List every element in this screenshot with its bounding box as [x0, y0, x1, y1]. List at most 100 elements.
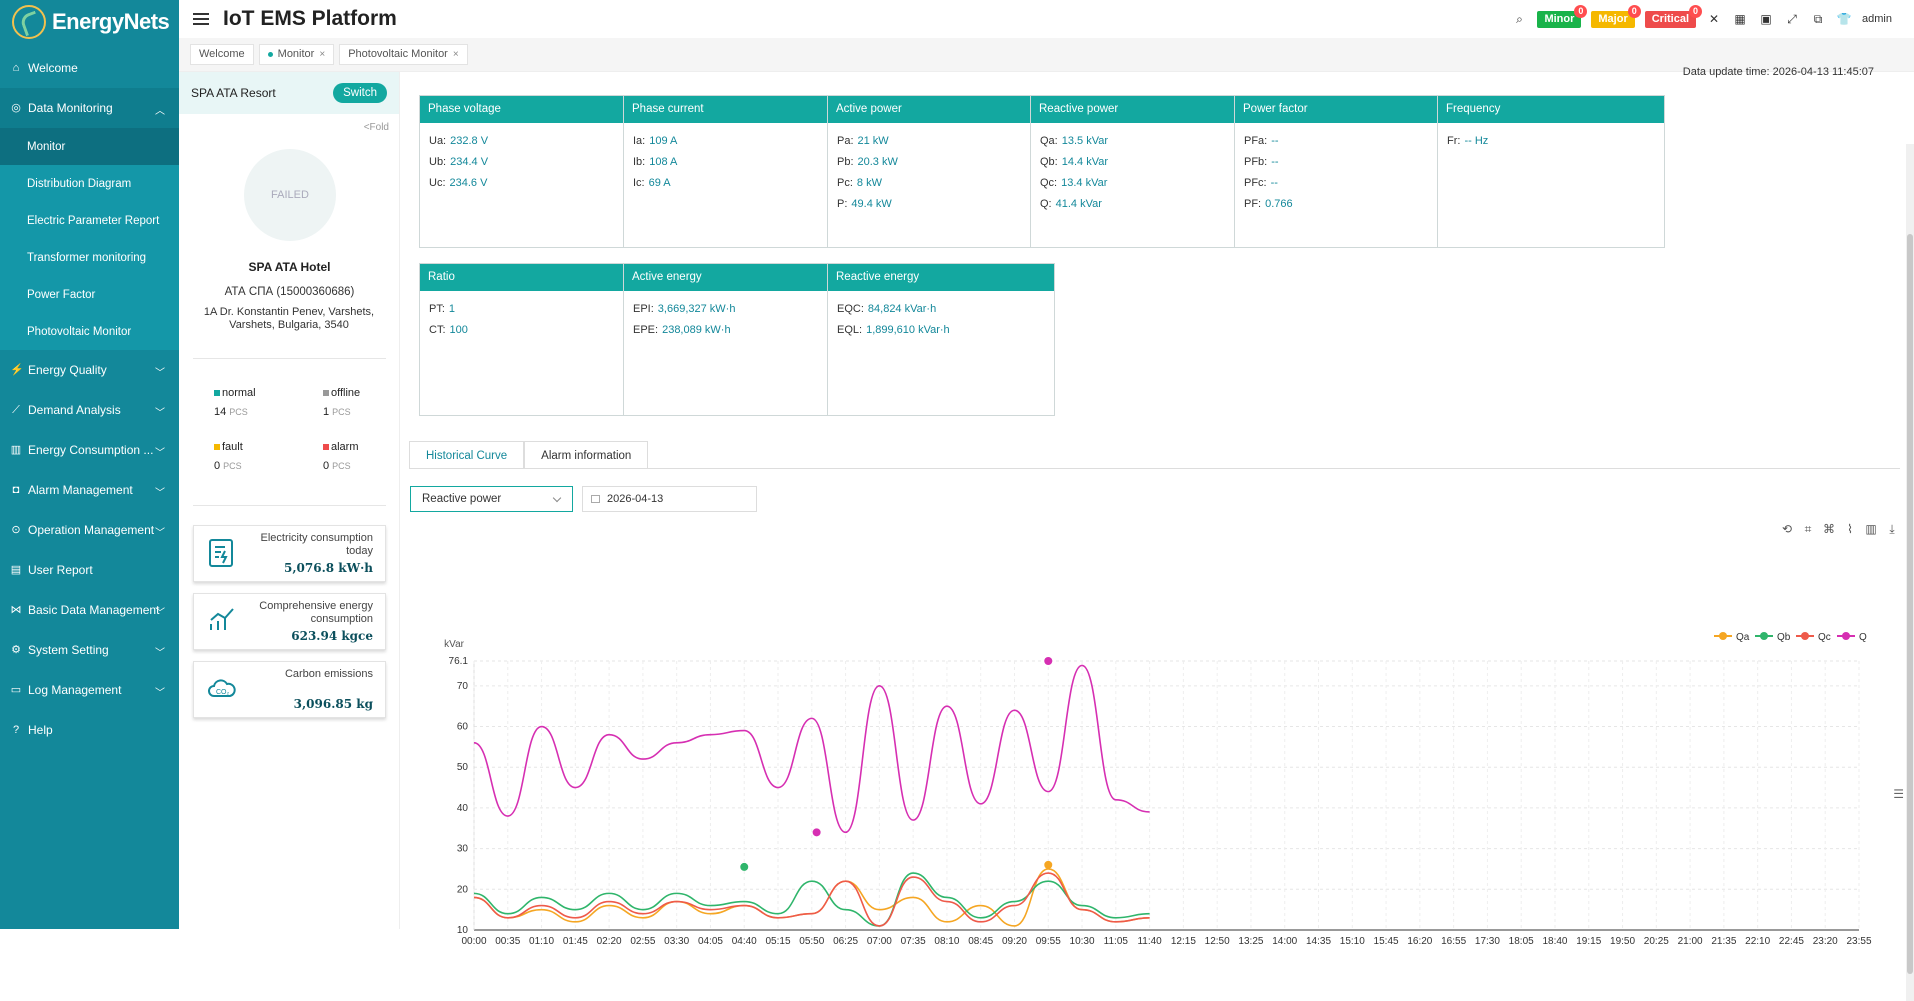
close-icon[interactable]: ×	[453, 45, 459, 64]
param-key: PF:	[1244, 198, 1261, 210]
close-icon[interactable]: ×	[319, 45, 325, 64]
chevron-down-icon: ﹀	[155, 484, 165, 499]
divider	[193, 358, 386, 359]
tab-monitor[interactable]: Monitor×	[259, 44, 335, 65]
bar-chart-icon[interactable]: ▥	[1863, 522, 1879, 537]
param-row: Pb:20.3 kW	[828, 152, 1054, 173]
sidebar-item-system-setting[interactable]: ⚙System Setting﹀	[0, 630, 179, 670]
search-icon[interactable]: ⌕	[1511, 12, 1527, 26]
param-row: Ub:234.4 V	[420, 152, 646, 173]
sidebar-sub-electric-parameter[interactable]: Electric Parameter Report	[0, 202, 179, 239]
series-marker-qb-max	[740, 863, 748, 871]
sidebar-sub-distribution[interactable]: Distribution Diagram	[0, 165, 179, 202]
window-icon[interactable]: ⧉	[1810, 12, 1826, 26]
param-value: --	[1271, 135, 1278, 147]
line-chart-icon[interactable]: ⌇	[1842, 522, 1858, 537]
sidebar-item-data-monitoring[interactable]: ◎Data Monitoring︿	[0, 88, 179, 128]
fullscreen-icon[interactable]: ⤢	[1784, 12, 1800, 26]
param-card-body: PFa:--PFb:--PFc:--PF:0.766	[1235, 123, 1461, 215]
switch-button[interactable]: Switch	[333, 83, 387, 103]
sidebar-item-user-report[interactable]: ▤User Report	[0, 550, 179, 590]
qrcode-icon[interactable]: ▦	[1732, 12, 1748, 26]
param-card-title: Reactive power	[1031, 96, 1257, 123]
sidebar-item-operation-management[interactable]: ⊙Operation Management﹀	[0, 510, 179, 550]
x-tick-label: 22:45	[1779, 936, 1804, 947]
sidebar-sub-power-factor[interactable]: Power Factor	[0, 276, 179, 313]
chart-settings-icon[interactable]: ☰	[1893, 787, 1904, 801]
svg-text:CO₂: CO₂	[216, 689, 230, 696]
x-tick-label: 13:25	[1238, 936, 1263, 947]
restore-icon[interactable]: ⟲	[1779, 522, 1795, 537]
sidebar-item-energy-consumption[interactable]: ▥Energy Consumption ...﹀	[0, 430, 179, 470]
mute-icon[interactable]: ✕	[1706, 12, 1722, 26]
scrollbar[interactable]	[1906, 144, 1914, 1001]
tab-photovoltaic[interactable]: Photovoltaic Monitor×	[339, 44, 468, 65]
param-card-title: Phase current	[624, 96, 850, 123]
sidebar-item-alarm-management[interactable]: ◘Alarm Management﹀	[0, 470, 179, 510]
param-row: Pc:8 kW	[828, 173, 1054, 194]
sidebar-item-label: Alarm Management	[28, 483, 133, 497]
x-tick-label: 21:00	[1678, 936, 1703, 947]
param-key: CT:	[429, 324, 446, 336]
tab-welcome[interactable]: Welcome	[190, 44, 254, 65]
param-row: Fr:-- Hz	[1438, 131, 1664, 152]
param-value: 238,089 kW·h	[662, 324, 730, 336]
hotel-address: 1A Dr. Konstantin Penev, Varshets, Varsh…	[199, 306, 379, 332]
legend-marker-qb	[1760, 632, 1768, 640]
x-tick-label: 23:55	[1846, 936, 1871, 947]
parameter-select[interactable]: Reactive power	[410, 486, 573, 512]
logo: EnergyNets	[0, 0, 179, 44]
x-tick-label: 05:50	[799, 936, 824, 947]
screen-icon[interactable]: ▣	[1758, 12, 1774, 26]
zoom-icon[interactable]: ⌗	[1800, 522, 1816, 537]
electricity-card: Electricity consumption today 5,076.8 kW…	[193, 525, 386, 582]
scrollbar-thumb[interactable]	[1907, 234, 1913, 974]
param-value: 1	[449, 303, 455, 315]
sidebar-item-welcome[interactable]: ⌂Welcome	[0, 48, 179, 88]
x-tick-label: 22:10	[1745, 936, 1770, 947]
date-picker[interactable]: 2026-04-13	[582, 486, 757, 512]
fold-link[interactable]: <Fold	[364, 122, 389, 133]
x-tick-label: 14:35	[1306, 936, 1331, 947]
user-name[interactable]: admin	[1862, 13, 1892, 25]
param-key: EQC:	[837, 303, 864, 315]
param-key: Pa:	[837, 135, 854, 147]
param-value: 21 kW	[858, 135, 889, 147]
sidebar-item-energy-quality[interactable]: ⚡Energy Quality﹀	[0, 350, 179, 390]
param-row: EPI:3,669,327 kW·h	[624, 299, 850, 320]
theme-icon[interactable]: 👕	[1836, 12, 1852, 26]
sidebar-sub-photovoltaic[interactable]: Photovoltaic Monitor	[0, 313, 179, 350]
param-key: Qb:	[1040, 156, 1058, 168]
co2-cloud-icon: CO₂	[208, 674, 236, 704]
legend-label-q: Q	[1859, 632, 1867, 643]
sidebar-sub-monitor[interactable]: Monitor	[0, 128, 179, 165]
x-tick-label: 20:25	[1644, 936, 1669, 947]
sidebar-item-log-management[interactable]: ▭Log Management﹀	[0, 670, 179, 710]
sidebar-item-demand-analysis[interactable]: ⟋Demand Analysis﹀	[0, 390, 179, 430]
param-key: Qc:	[1040, 177, 1057, 189]
download-icon[interactable]: ⤓	[1884, 522, 1900, 537]
sidebar-item-help[interactable]: ?Help	[0, 710, 179, 750]
param-value: 234.4 V	[450, 156, 488, 168]
stat-unit: PCS	[223, 461, 242, 471]
sidebar-sub-transformer[interactable]: Transformer monitoring	[0, 239, 179, 276]
zoom-reset-icon[interactable]: ⌘	[1821, 522, 1837, 537]
data-icon: ⋈	[10, 604, 22, 616]
sidebar-item-basic-data[interactable]: ⋈Basic Data Management﹀	[0, 590, 179, 630]
tab-alarm-information[interactable]: Alarm information	[524, 441, 648, 469]
menu-toggle-icon[interactable]	[193, 13, 209, 25]
help-icon: ?	[10, 724, 22, 736]
tab-historical-curve[interactable]: Historical Curve	[409, 441, 524, 469]
